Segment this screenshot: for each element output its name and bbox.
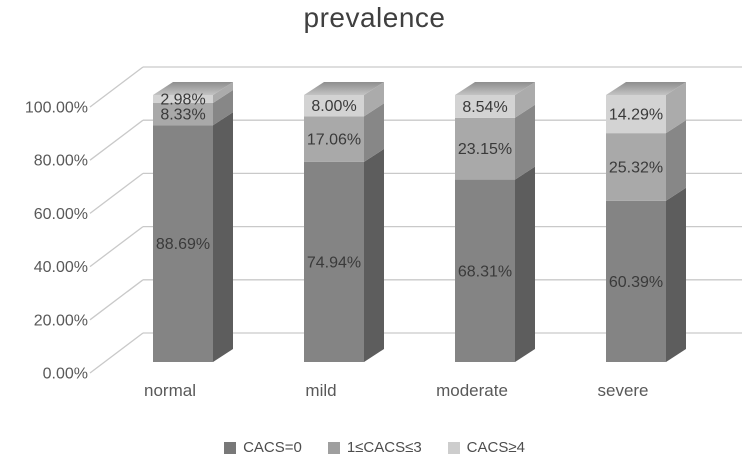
y-tick-label: 100.00% — [25, 100, 88, 117]
bar-segment-side — [213, 89, 233, 126]
data-label: 68.31% — [458, 263, 512, 280]
bar-segment-front — [455, 179, 515, 362]
bar-segment-front — [153, 95, 213, 103]
category-label: severe — [597, 381, 648, 400]
category-label: normal — [144, 381, 196, 400]
y-tick-label: 60.00% — [34, 206, 88, 223]
data-label: 8.33% — [160, 107, 205, 124]
bar-top-face — [455, 82, 535, 95]
data-label: 25.32% — [609, 159, 663, 176]
bar-segment-side — [364, 103, 384, 162]
bar-segment-front — [606, 95, 666, 134]
legend-label: 1≤CACS≤3 — [346, 439, 422, 456]
y-tick-label: 80.00% — [34, 153, 88, 170]
bar-segment-front — [153, 102, 213, 126]
legend-item: 1≤CACS≤3 — [327, 439, 422, 456]
chart-title: prevalence — [303, 2, 446, 33]
bar-segment-front — [606, 200, 666, 362]
gridline-diagonal — [89, 332, 144, 374]
bar-segment-side — [213, 82, 233, 103]
data-label: 23.15% — [458, 141, 512, 158]
legend-label: CACS≥4 — [466, 439, 525, 456]
category-label: moderate — [436, 381, 508, 400]
bar-segment-side — [213, 112, 233, 363]
bar-segment-side — [364, 82, 384, 117]
data-label: 17.06% — [307, 132, 361, 149]
category-label: mild — [305, 381, 336, 400]
bar-segment-front — [455, 95, 515, 118]
data-label: 88.69% — [156, 236, 210, 253]
bar-segment-side — [666, 187, 686, 362]
legend-item: CACS=0 — [224, 439, 302, 456]
bar-segment-side — [515, 82, 535, 118]
bar-top-face — [606, 82, 686, 95]
gridline-diagonal — [89, 279, 144, 321]
bar-segment-front — [606, 133, 666, 201]
data-label: 14.29% — [609, 107, 663, 124]
legend-label: CACS=0 — [243, 439, 302, 456]
legend: CACS=0 1≤CACS≤3 CACS≥4 — [0, 439, 749, 456]
data-label: 60.39% — [609, 274, 663, 291]
bar-segment-side — [364, 148, 384, 362]
bar-top-face — [153, 82, 233, 95]
bar-segment-front — [455, 117, 515, 180]
data-label: 74.94% — [307, 254, 361, 271]
legend-swatch — [224, 441, 237, 454]
bar-segment-front — [304, 95, 364, 117]
bar-segment-side — [666, 82, 686, 134]
data-label: 8.54% — [462, 99, 507, 116]
y-tick-label: 40.00% — [34, 259, 88, 276]
data-label: 2.98% — [160, 91, 205, 108]
gridline-diagonal — [89, 226, 144, 268]
bar-segment-front — [153, 125, 213, 363]
data-label: 8.00% — [311, 98, 356, 115]
legend-swatch — [327, 441, 340, 454]
bar-segment-front — [304, 116, 364, 162]
y-tick-label: 20.00% — [34, 312, 88, 329]
legend-swatch — [447, 441, 460, 454]
bar-segment-side — [515, 104, 535, 180]
gridline-diagonal — [89, 119, 144, 161]
gridline-diagonal — [89, 66, 144, 108]
gridline-diagonal — [89, 172, 144, 214]
bar-top-face — [304, 82, 384, 95]
bar-segment-side — [515, 166, 535, 362]
bar-segment-front — [304, 161, 364, 362]
y-tick-label: 0.00% — [43, 366, 88, 383]
bar-segment-side — [666, 120, 686, 201]
legend-item: CACS≥4 — [447, 439, 525, 456]
